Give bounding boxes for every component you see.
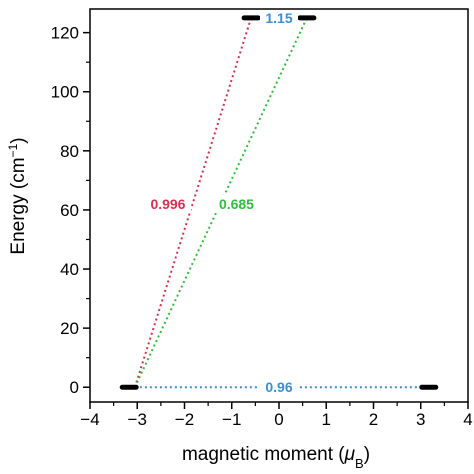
x-axis-title-close: ): [364, 444, 370, 465]
x-tick-label: 1: [322, 410, 331, 429]
x-tick-label: 4: [463, 410, 472, 429]
transition-value-label: 1.15: [265, 10, 292, 26]
y-axis-title: Energy (cm−1): [6, 137, 29, 254]
y-axis-title-main: Energy (cm: [8, 157, 29, 254]
label-background: [260, 8, 298, 27]
x-axis-title-symbol: μ: [344, 444, 356, 465]
y-tick-label: 120: [51, 24, 79, 43]
transition-value-label: 0.996: [150, 196, 185, 212]
x-tick-label: −3: [128, 410, 147, 429]
x-tick-label: 2: [369, 410, 378, 429]
y-tick-label: 0: [70, 378, 79, 397]
x-tick-label: −1: [222, 410, 241, 429]
x-axis-title-sub: B: [355, 456, 364, 471]
label-background: [260, 378, 298, 397]
label-background: [144, 195, 192, 214]
label-background: [213, 195, 260, 214]
y-tick-label: 40: [60, 260, 79, 279]
y-axis-title-close: ): [8, 137, 29, 143]
x-tick-label: 0: [274, 410, 283, 429]
y-tick-label: 20: [60, 319, 79, 338]
y-axis-title-sup: −1: [6, 143, 20, 157]
transition-value-label: 0.96: [265, 379, 292, 395]
x-axis-title: magnetic moment (μB): [182, 444, 370, 471]
x-tick-label: −2: [175, 410, 194, 429]
plot-area: 0.996 0.685 1.15 0.96: [119, 8, 439, 397]
x-tick-label: −4: [80, 410, 99, 429]
transition-value-label: 0.685: [219, 196, 254, 212]
y-tick-label: 60: [60, 201, 79, 220]
x-tick-label: 3: [416, 410, 425, 429]
x-axis-title-main: magnetic moment (: [182, 444, 345, 465]
y-tick-label: 80: [60, 142, 79, 161]
y-tick-label: 100: [51, 83, 79, 102]
